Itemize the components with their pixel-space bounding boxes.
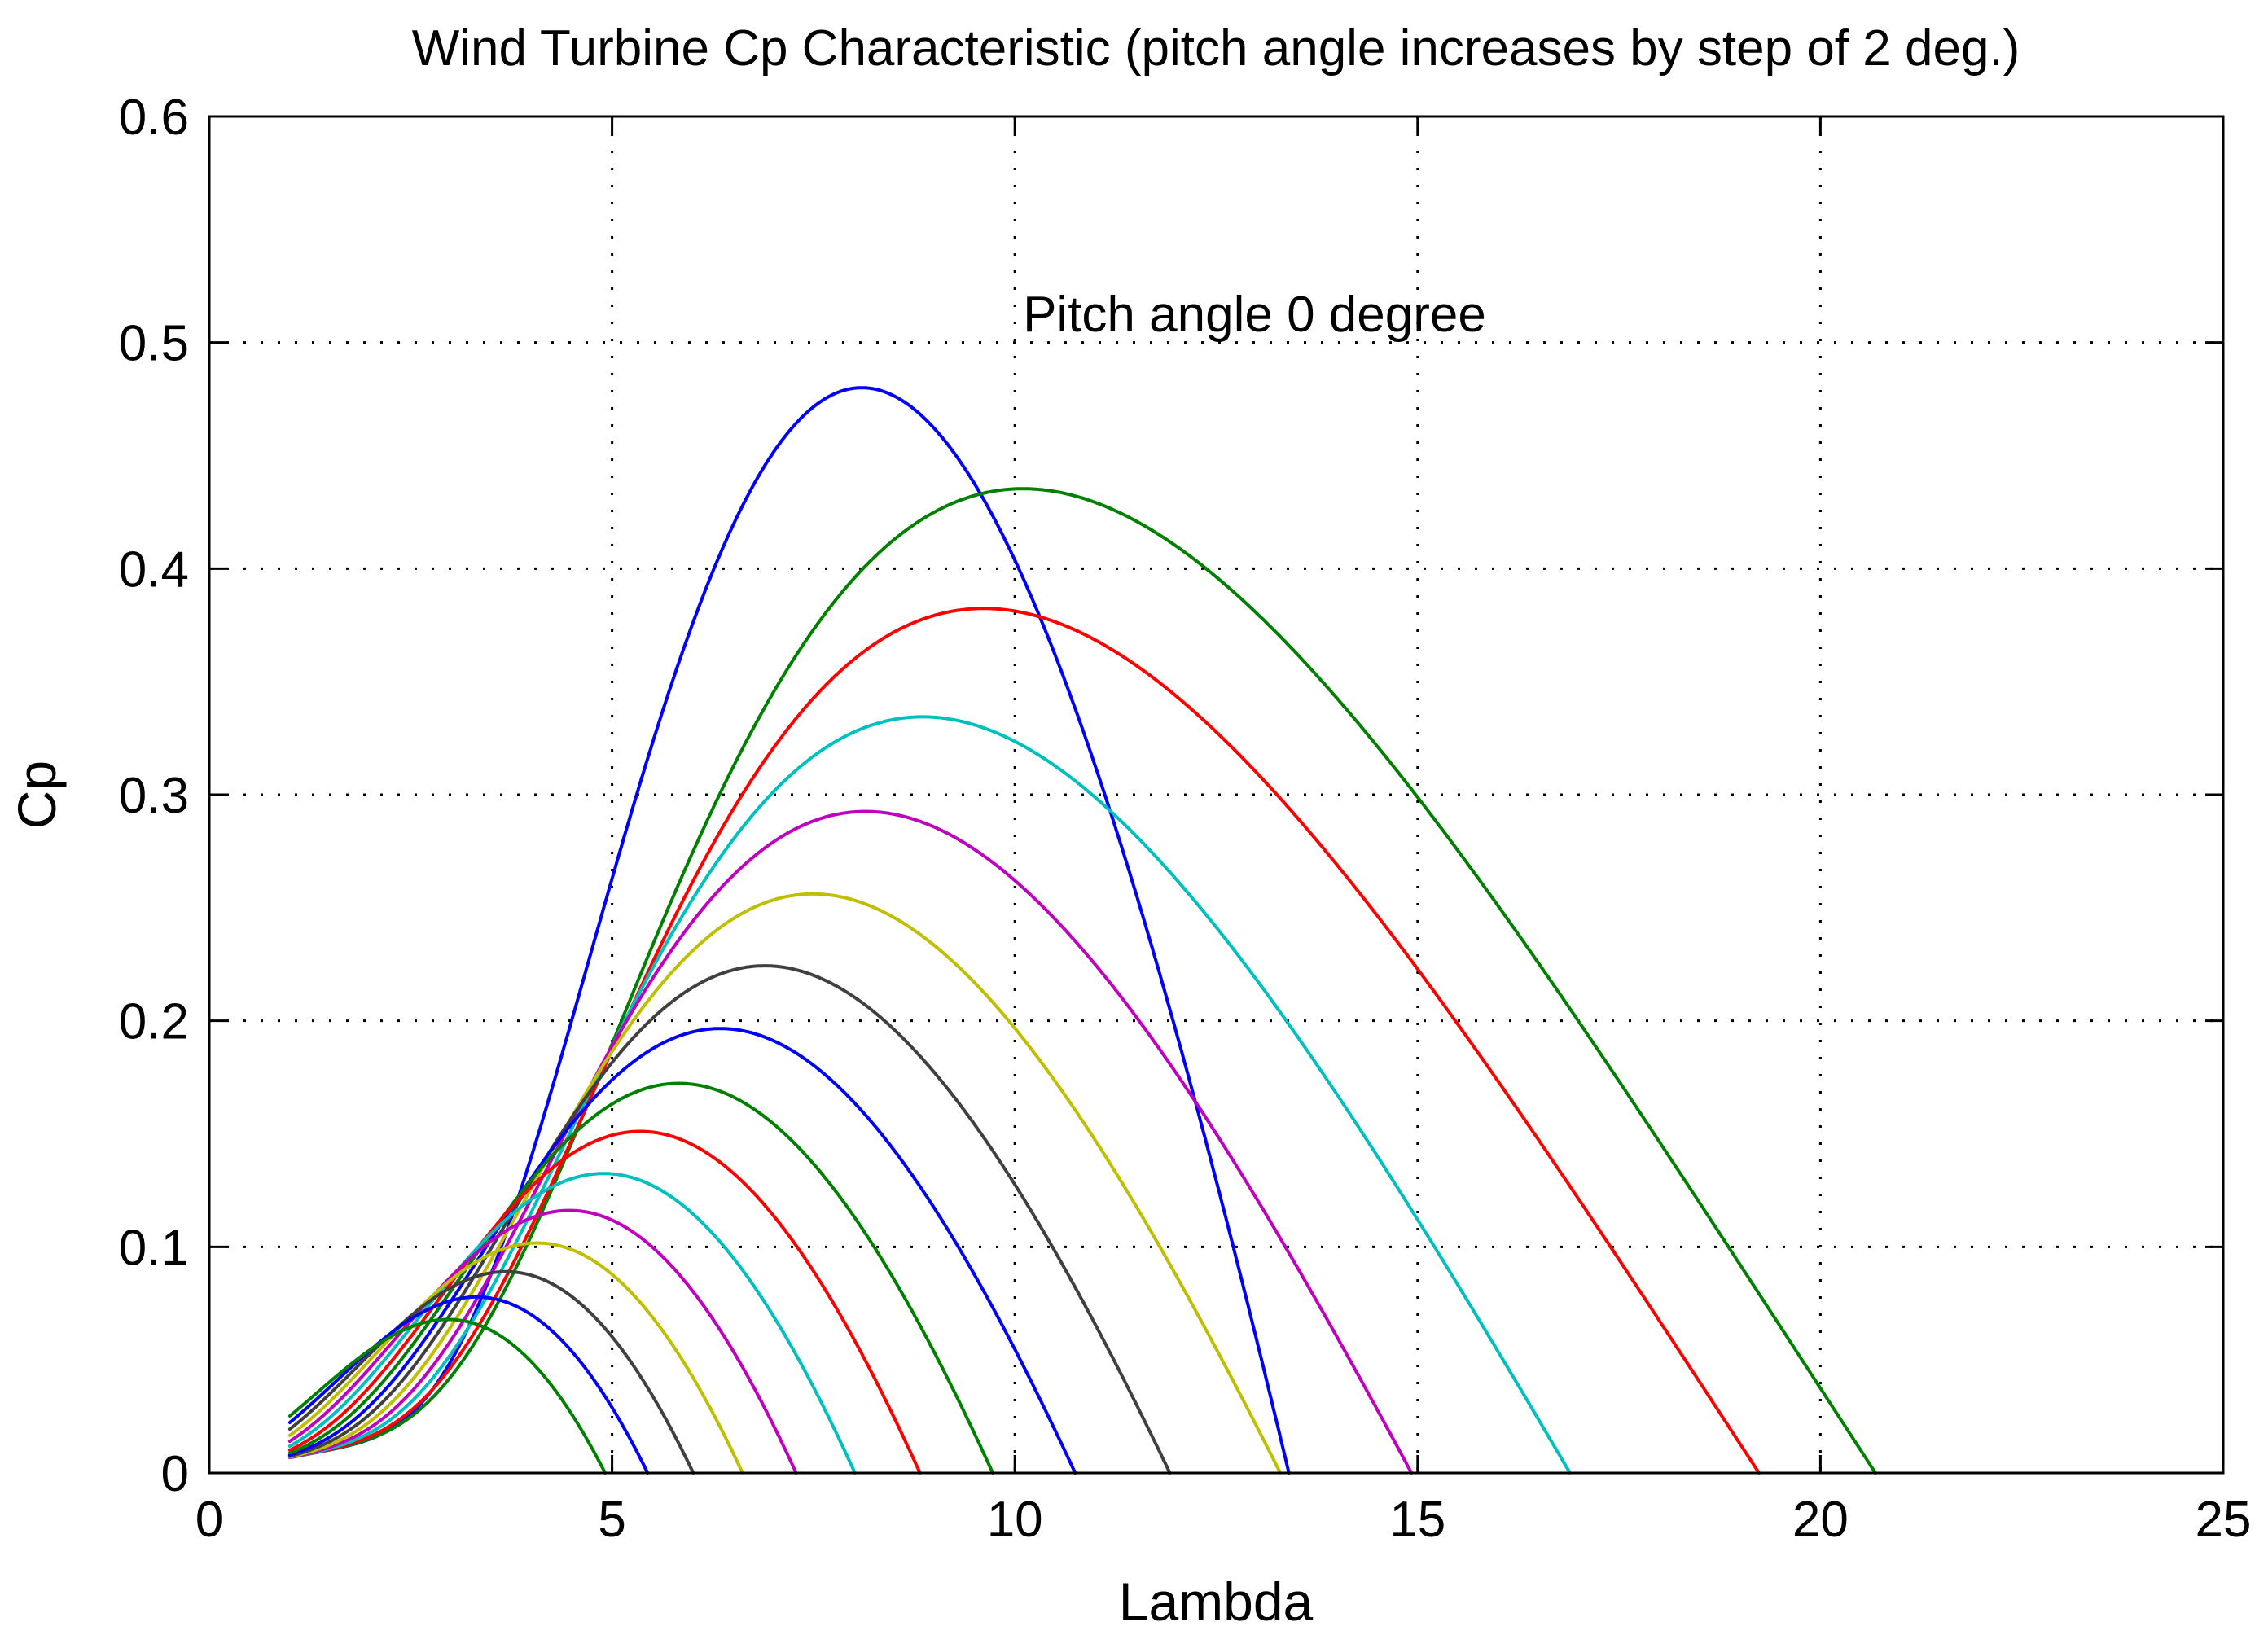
series-line-pitch-30	[287, 1317, 608, 1475]
series-line-pitch-20	[287, 1172, 857, 1475]
y-tick-label: 0.1	[119, 1220, 189, 1276]
x-tick-label: 0	[195, 1492, 223, 1548]
series-line-pitch-14	[287, 1027, 1077, 1475]
chart-title: Wind Turbine Cp Characteristic (pitch an…	[412, 20, 2020, 77]
x-tick-label: 25	[2196, 1492, 2252, 1548]
grid	[209, 116, 2223, 1473]
series-line-pitch-0	[287, 386, 1291, 1475]
y-tick-label: 0	[161, 1446, 189, 1502]
x-tick-label: 10	[987, 1492, 1043, 1548]
x-tick-label: 15	[1389, 1492, 1445, 1548]
ticks: 0 5 10 15 20 25 0 0.1 0.2 0.3 0.4 0.5 0.6	[119, 90, 2252, 1548]
series-line-pitch-16	[287, 1081, 995, 1475]
series-line-pitch-24	[287, 1241, 744, 1475]
x-axis-label: Lambda	[1119, 1571, 1314, 1632]
series-line-pitch-6	[287, 715, 1572, 1475]
series-line-pitch-22	[287, 1208, 798, 1475]
series-line-pitch-2	[287, 487, 1877, 1475]
series-line-pitch-4	[287, 607, 1761, 1475]
series-line-pitch-12	[287, 964, 1172, 1475]
x-tick-label: 5	[598, 1492, 625, 1548]
y-axis-label: Cp	[7, 761, 67, 829]
y-tick-label: 0.3	[119, 768, 189, 824]
series-line-pitch-18	[287, 1129, 922, 1475]
y-tick-label: 0.5	[119, 316, 189, 372]
y-tick-label: 0.6	[119, 90, 189, 146]
series-group	[287, 386, 1877, 1475]
y-tick-label: 0.2	[119, 994, 189, 1050]
series-line-pitch-26	[287, 1269, 695, 1475]
x-tick-label: 20	[1792, 1492, 1849, 1548]
pitch-annotation: Pitch angle 0 degree	[1023, 287, 1486, 343]
y-tick-label: 0.4	[119, 541, 189, 598]
series-line-pitch-28	[287, 1295, 650, 1475]
